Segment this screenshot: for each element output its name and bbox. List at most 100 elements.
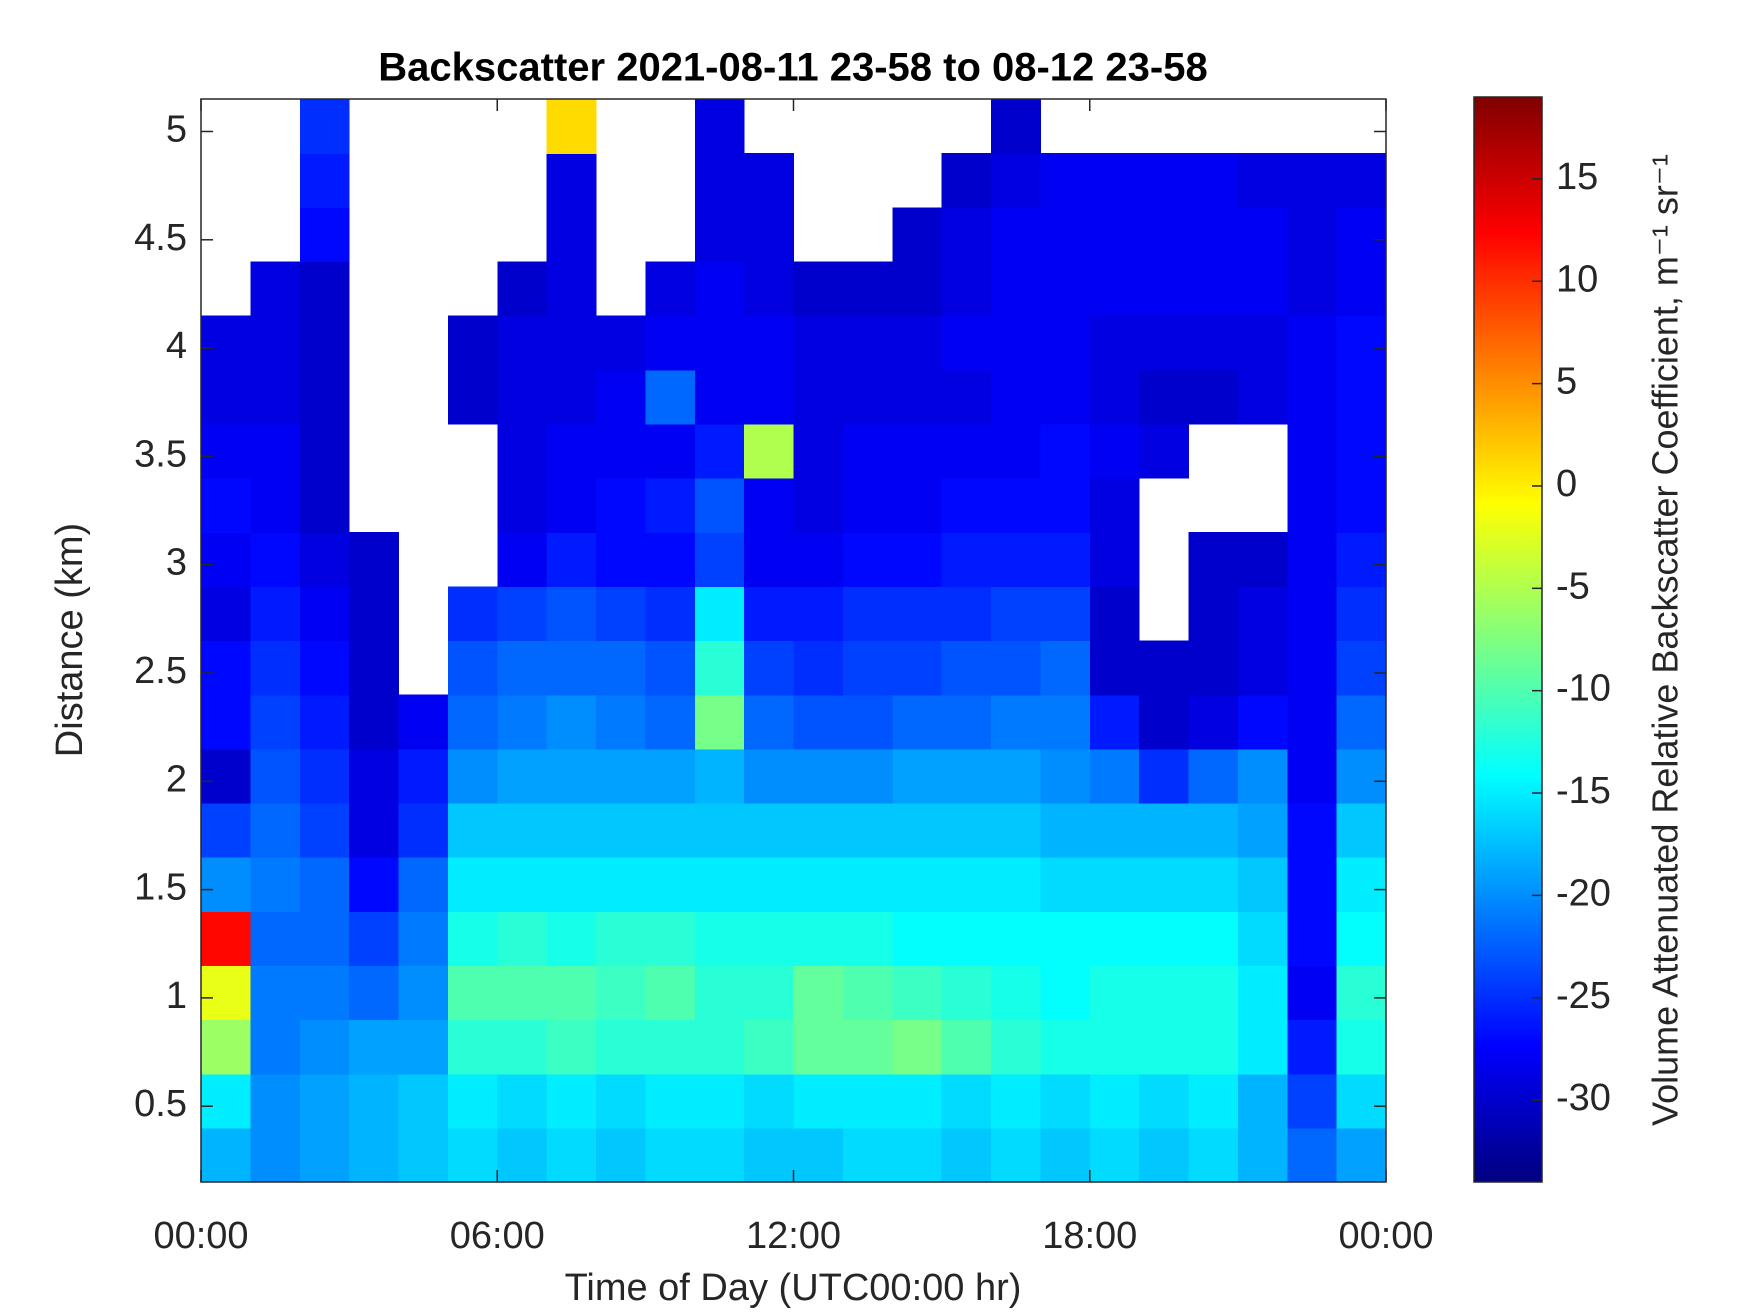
heatmap-cell bbox=[546, 911, 597, 966]
heatmap-cell bbox=[546, 478, 597, 533]
heatmap-cell bbox=[645, 965, 696, 1021]
heatmap-cell bbox=[299, 586, 350, 642]
heatmap-cell bbox=[349, 857, 400, 912]
heatmap-cell bbox=[201, 478, 251, 533]
heatmap-cell bbox=[497, 748, 548, 804]
heatmap-cell bbox=[793, 694, 844, 750]
heatmap-cell bbox=[1237, 207, 1288, 263]
heatmap-cell bbox=[645, 1019, 696, 1075]
heatmap-cell bbox=[744, 857, 795, 912]
heatmap-cell bbox=[744, 369, 795, 425]
heatmap-cell bbox=[991, 1019, 1041, 1075]
heatmap-cell bbox=[250, 1073, 301, 1129]
heatmap-cell bbox=[1089, 532, 1140, 587]
heatmap-cell bbox=[447, 369, 498, 425]
heatmap-cell bbox=[250, 478, 301, 533]
heatmap-cell bbox=[991, 532, 1041, 587]
heatmap-cell bbox=[892, 369, 943, 425]
heatmap-cell bbox=[299, 1127, 350, 1183]
heatmap-cell bbox=[1237, 748, 1288, 804]
heatmap-cell bbox=[1287, 423, 1338, 479]
heatmap-cell bbox=[1040, 586, 1091, 642]
heatmap-cell bbox=[842, 261, 893, 317]
heatmap-cell bbox=[694, 1127, 745, 1183]
heatmap-cell bbox=[299, 857, 350, 912]
heatmap-cell bbox=[250, 532, 301, 587]
y-tick-label: 4 bbox=[166, 325, 187, 367]
heatmap-cell bbox=[991, 423, 1041, 479]
heatmap-cell bbox=[201, 802, 251, 858]
heatmap-cell bbox=[398, 965, 449, 1021]
heatmap-cell bbox=[201, 694, 251, 750]
heatmap-cell bbox=[1188, 261, 1239, 317]
heatmap-cell bbox=[546, 1019, 597, 1075]
heatmap-cell bbox=[744, 315, 795, 371]
colorbar-tick-label: -30 bbox=[1556, 1077, 1611, 1119]
heatmap-cell bbox=[645, 261, 696, 317]
heatmap-cell bbox=[1287, 153, 1338, 208]
heatmap-cell bbox=[941, 857, 992, 912]
heatmap-cell bbox=[744, 640, 795, 696]
heatmap-cell bbox=[201, 911, 251, 966]
colorbar-tick-label: -5 bbox=[1556, 565, 1590, 607]
heatmap-cell bbox=[1237, 1127, 1288, 1183]
heatmap-cell bbox=[1089, 1019, 1140, 1075]
heatmap-cell bbox=[447, 315, 498, 371]
heatmap-cell bbox=[1287, 1019, 1338, 1075]
heatmap-cell bbox=[1040, 153, 1091, 208]
heatmap-cell bbox=[1336, 1127, 1387, 1183]
heatmap-cell bbox=[1040, 369, 1091, 425]
heatmap-cell bbox=[546, 748, 597, 804]
heatmap-cell bbox=[991, 748, 1041, 804]
heatmap-cell bbox=[497, 802, 548, 858]
heatmap-cell bbox=[941, 640, 992, 696]
heatmap-cell bbox=[645, 315, 696, 371]
heatmap-cell bbox=[546, 965, 597, 1021]
heatmap-cell bbox=[1188, 1073, 1239, 1129]
heatmap-cell bbox=[1336, 694, 1387, 750]
heatmap-cell bbox=[892, 640, 943, 696]
heatmap-cell bbox=[1336, 965, 1387, 1021]
heatmap-cell bbox=[892, 802, 943, 858]
heatmap-cell bbox=[941, 315, 992, 371]
heatmap-cell bbox=[744, 748, 795, 804]
heatmap-cell bbox=[744, 423, 795, 479]
heatmap-cell bbox=[645, 1127, 696, 1183]
heatmap-cell bbox=[941, 261, 992, 317]
heatmap-cell bbox=[941, 1019, 992, 1075]
heatmap-cell bbox=[645, 1073, 696, 1129]
heatmap-cell bbox=[447, 586, 498, 642]
heatmap-cell bbox=[744, 261, 795, 317]
heatmap-cell bbox=[744, 1127, 795, 1183]
heatmap-cell bbox=[694, 99, 745, 154]
heatmap-cell bbox=[250, 369, 301, 425]
heatmap-cell bbox=[941, 911, 992, 966]
heatmap-cell bbox=[398, 857, 449, 912]
heatmap-cell bbox=[892, 261, 943, 317]
heatmap-cell bbox=[1040, 478, 1091, 533]
heatmap-cell bbox=[1188, 802, 1239, 858]
heatmap-cell bbox=[744, 802, 795, 858]
heatmap-cell bbox=[299, 315, 350, 371]
heatmap-cell bbox=[201, 369, 251, 425]
heatmap-cell bbox=[1336, 153, 1387, 208]
heatmap-cell bbox=[497, 369, 548, 425]
heatmap-cell bbox=[1188, 315, 1239, 371]
heatmap-cell bbox=[596, 423, 646, 479]
heatmap-cell bbox=[596, 802, 646, 858]
heatmap-cell bbox=[299, 99, 350, 154]
heatmap-cell bbox=[941, 586, 992, 642]
heatmap-cell bbox=[1040, 532, 1091, 587]
heatmap-cell bbox=[892, 532, 943, 587]
heatmap-cell bbox=[1336, 857, 1387, 912]
heatmap-cell bbox=[1237, 802, 1288, 858]
heatmap-cell bbox=[941, 478, 992, 533]
heatmap-cell bbox=[1089, 586, 1140, 642]
heatmap-cell bbox=[1287, 802, 1338, 858]
heatmap-cell bbox=[892, 911, 943, 966]
heatmap-cell bbox=[645, 857, 696, 912]
y-tick-label: 5 bbox=[166, 109, 187, 151]
heatmap-cell bbox=[1188, 369, 1239, 425]
heatmap-cell bbox=[1188, 1019, 1239, 1075]
heatmap-cell bbox=[546, 1073, 597, 1129]
